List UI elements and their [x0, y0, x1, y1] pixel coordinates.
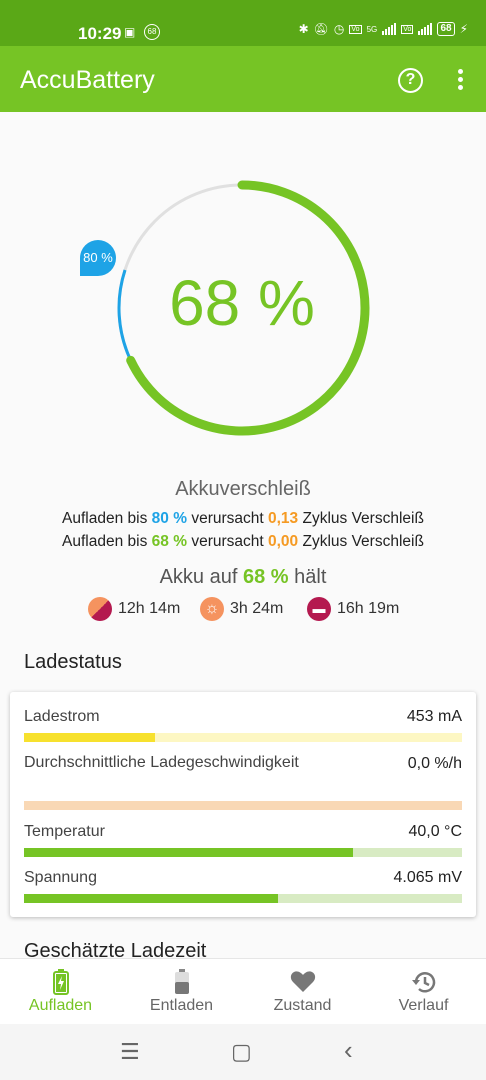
section-title-estimated-charge-time: Geschätzte Ladezeit: [24, 940, 207, 962]
charging-current-bar: [24, 733, 462, 742]
status-time: 10:29: [78, 24, 122, 43]
hold-title: Akku auf 68 % hält: [0, 566, 486, 589]
bluetooth-icon: ✱: [298, 22, 309, 36]
gauge-level-arc: [126, 180, 370, 436]
nav-history[interactable]: Verlauf: [363, 959, 484, 1025]
sleep-icon: ▬: [307, 597, 331, 621]
hold-item-screen-on: ☼ 3h 24m: [200, 597, 283, 621]
charge-percent: 68 %: [169, 267, 315, 339]
sim-icon: ▣: [124, 25, 136, 39]
row-label: Spannung: [24, 869, 97, 886]
status-icons: ✱ 🔕︎ ◷ Vo 5G Vo 68 ⚡︎: [299, 22, 468, 36]
charging-status-card: Ladestrom 453 mA Durchschnittliche Ladeg…: [10, 692, 476, 917]
nav-label: Entladen: [149, 997, 214, 1014]
wear-text: verursacht: [187, 510, 268, 527]
system-navigation: ☰ ▢ ‹: [0, 1024, 486, 1080]
mixed-usage-icon: [88, 597, 112, 621]
row-label: Temperatur: [24, 823, 105, 840]
wear-value: 0,00: [268, 533, 299, 550]
history-icon: [411, 972, 435, 993]
signal-icon: [418, 23, 433, 35]
charging-icon: [52, 969, 69, 995]
bar-fill: [24, 894, 279, 903]
row-label: Ladestrom: [24, 708, 100, 725]
hold-item-mixed: 12h 14m: [88, 597, 180, 621]
back-button[interactable]: ‹: [344, 1035, 353, 1065]
section-title-charging-status: Ladestatus: [24, 651, 122, 673]
charging-bolt-icon: ⚡︎: [459, 22, 468, 36]
status-bar: 10:29 ▣ 68 ✱ 🔕︎ ◷ Vo 5G Vo 68 ⚡︎: [0, 0, 486, 46]
battery-icon: [174, 969, 189, 994]
mute-icon: 🔕︎: [313, 22, 329, 36]
row-value: 0,0 %/h: [407, 755, 462, 772]
hold-times: 12h 14m ☼ 3h 24m ▬ 16h 19m: [0, 597, 486, 623]
wear-level: 80 %: [151, 510, 188, 527]
wear-text: verursacht: [187, 533, 268, 550]
nav-discharging[interactable]: Entladen: [121, 959, 242, 1025]
hold-value: 12h 14m: [118, 600, 181, 617]
bottom-navigation: Aufladen Entladen Zustand Verlauf: [0, 958, 486, 1024]
wear-line-target: Aufladen bis 80 % verursacht 0,13 Zyklus…: [0, 510, 486, 528]
bar-fill: [24, 733, 156, 742]
nav-health[interactable]: Zustand: [242, 959, 363, 1025]
avg-charge-speed-bar: [24, 801, 462, 810]
volte-icon: Vo: [401, 24, 414, 34]
notification-count-icon: 68: [144, 24, 160, 40]
nav-charging[interactable]: Aufladen: [0, 959, 121, 1025]
signal-icon: [382, 23, 397, 35]
wear-text: Zyklus Verschleiß: [298, 533, 424, 550]
wear-text: Aufladen bis: [62, 533, 152, 550]
wear-level: 68 %: [151, 533, 188, 550]
nav-label: Aufladen: [28, 997, 93, 1014]
hold-text: Akku auf: [159, 566, 243, 588]
hold-item-sleep: ▬ 16h 19m: [307, 597, 399, 621]
screen-on-icon: ☼: [200, 597, 224, 621]
wear-text: Zyklus Verschleiß: [298, 510, 424, 527]
row-value: 4.065 mV: [393, 869, 462, 886]
wear-title: Akkuverschleiß: [175, 478, 311, 500]
hold-value: 3h 24m: [230, 600, 284, 617]
volte-icon: Vo: [349, 24, 362, 34]
hold-text: hält: [288, 566, 327, 588]
wear-line-current: Aufladen bis 68 % verursacht 0,00 Zyklus…: [0, 533, 486, 551]
charge-gauge[interactable]: [110, 176, 374, 440]
help-button[interactable]: ?: [398, 68, 423, 93]
hold-level: 68 %: [242, 566, 289, 588]
charge-target-bubble[interactable]: 80 %: [80, 240, 116, 276]
gauge-target-arc: [117, 269, 133, 362]
battery-status-icon: 68: [437, 22, 455, 36]
bar-fill: [24, 848, 353, 857]
row-value: 40,0 °C: [408, 823, 462, 840]
alarm-icon: ◷: [333, 22, 345, 36]
voltage-bar: [24, 894, 462, 903]
nav-label: Verlauf: [398, 997, 449, 1014]
wear-value: 0,13: [268, 510, 299, 527]
app-title: AccuBattery: [20, 66, 155, 94]
row-value: 453 mA: [406, 708, 462, 725]
recents-button[interactable]: ☰: [120, 1039, 140, 1064]
hold-value: 16h 19m: [337, 600, 400, 617]
nav-label: Zustand: [273, 997, 332, 1014]
more-options-icon[interactable]: [455, 69, 465, 93]
row-label: Durchschnittliche Ladegeschwindigkeit: [24, 754, 299, 771]
temperature-bar: [24, 848, 462, 857]
heart-icon: [290, 971, 315, 992]
wear-text: Aufladen bis: [62, 510, 152, 527]
network-type: 5G: [366, 24, 378, 34]
home-button[interactable]: ▢: [231, 1039, 252, 1064]
